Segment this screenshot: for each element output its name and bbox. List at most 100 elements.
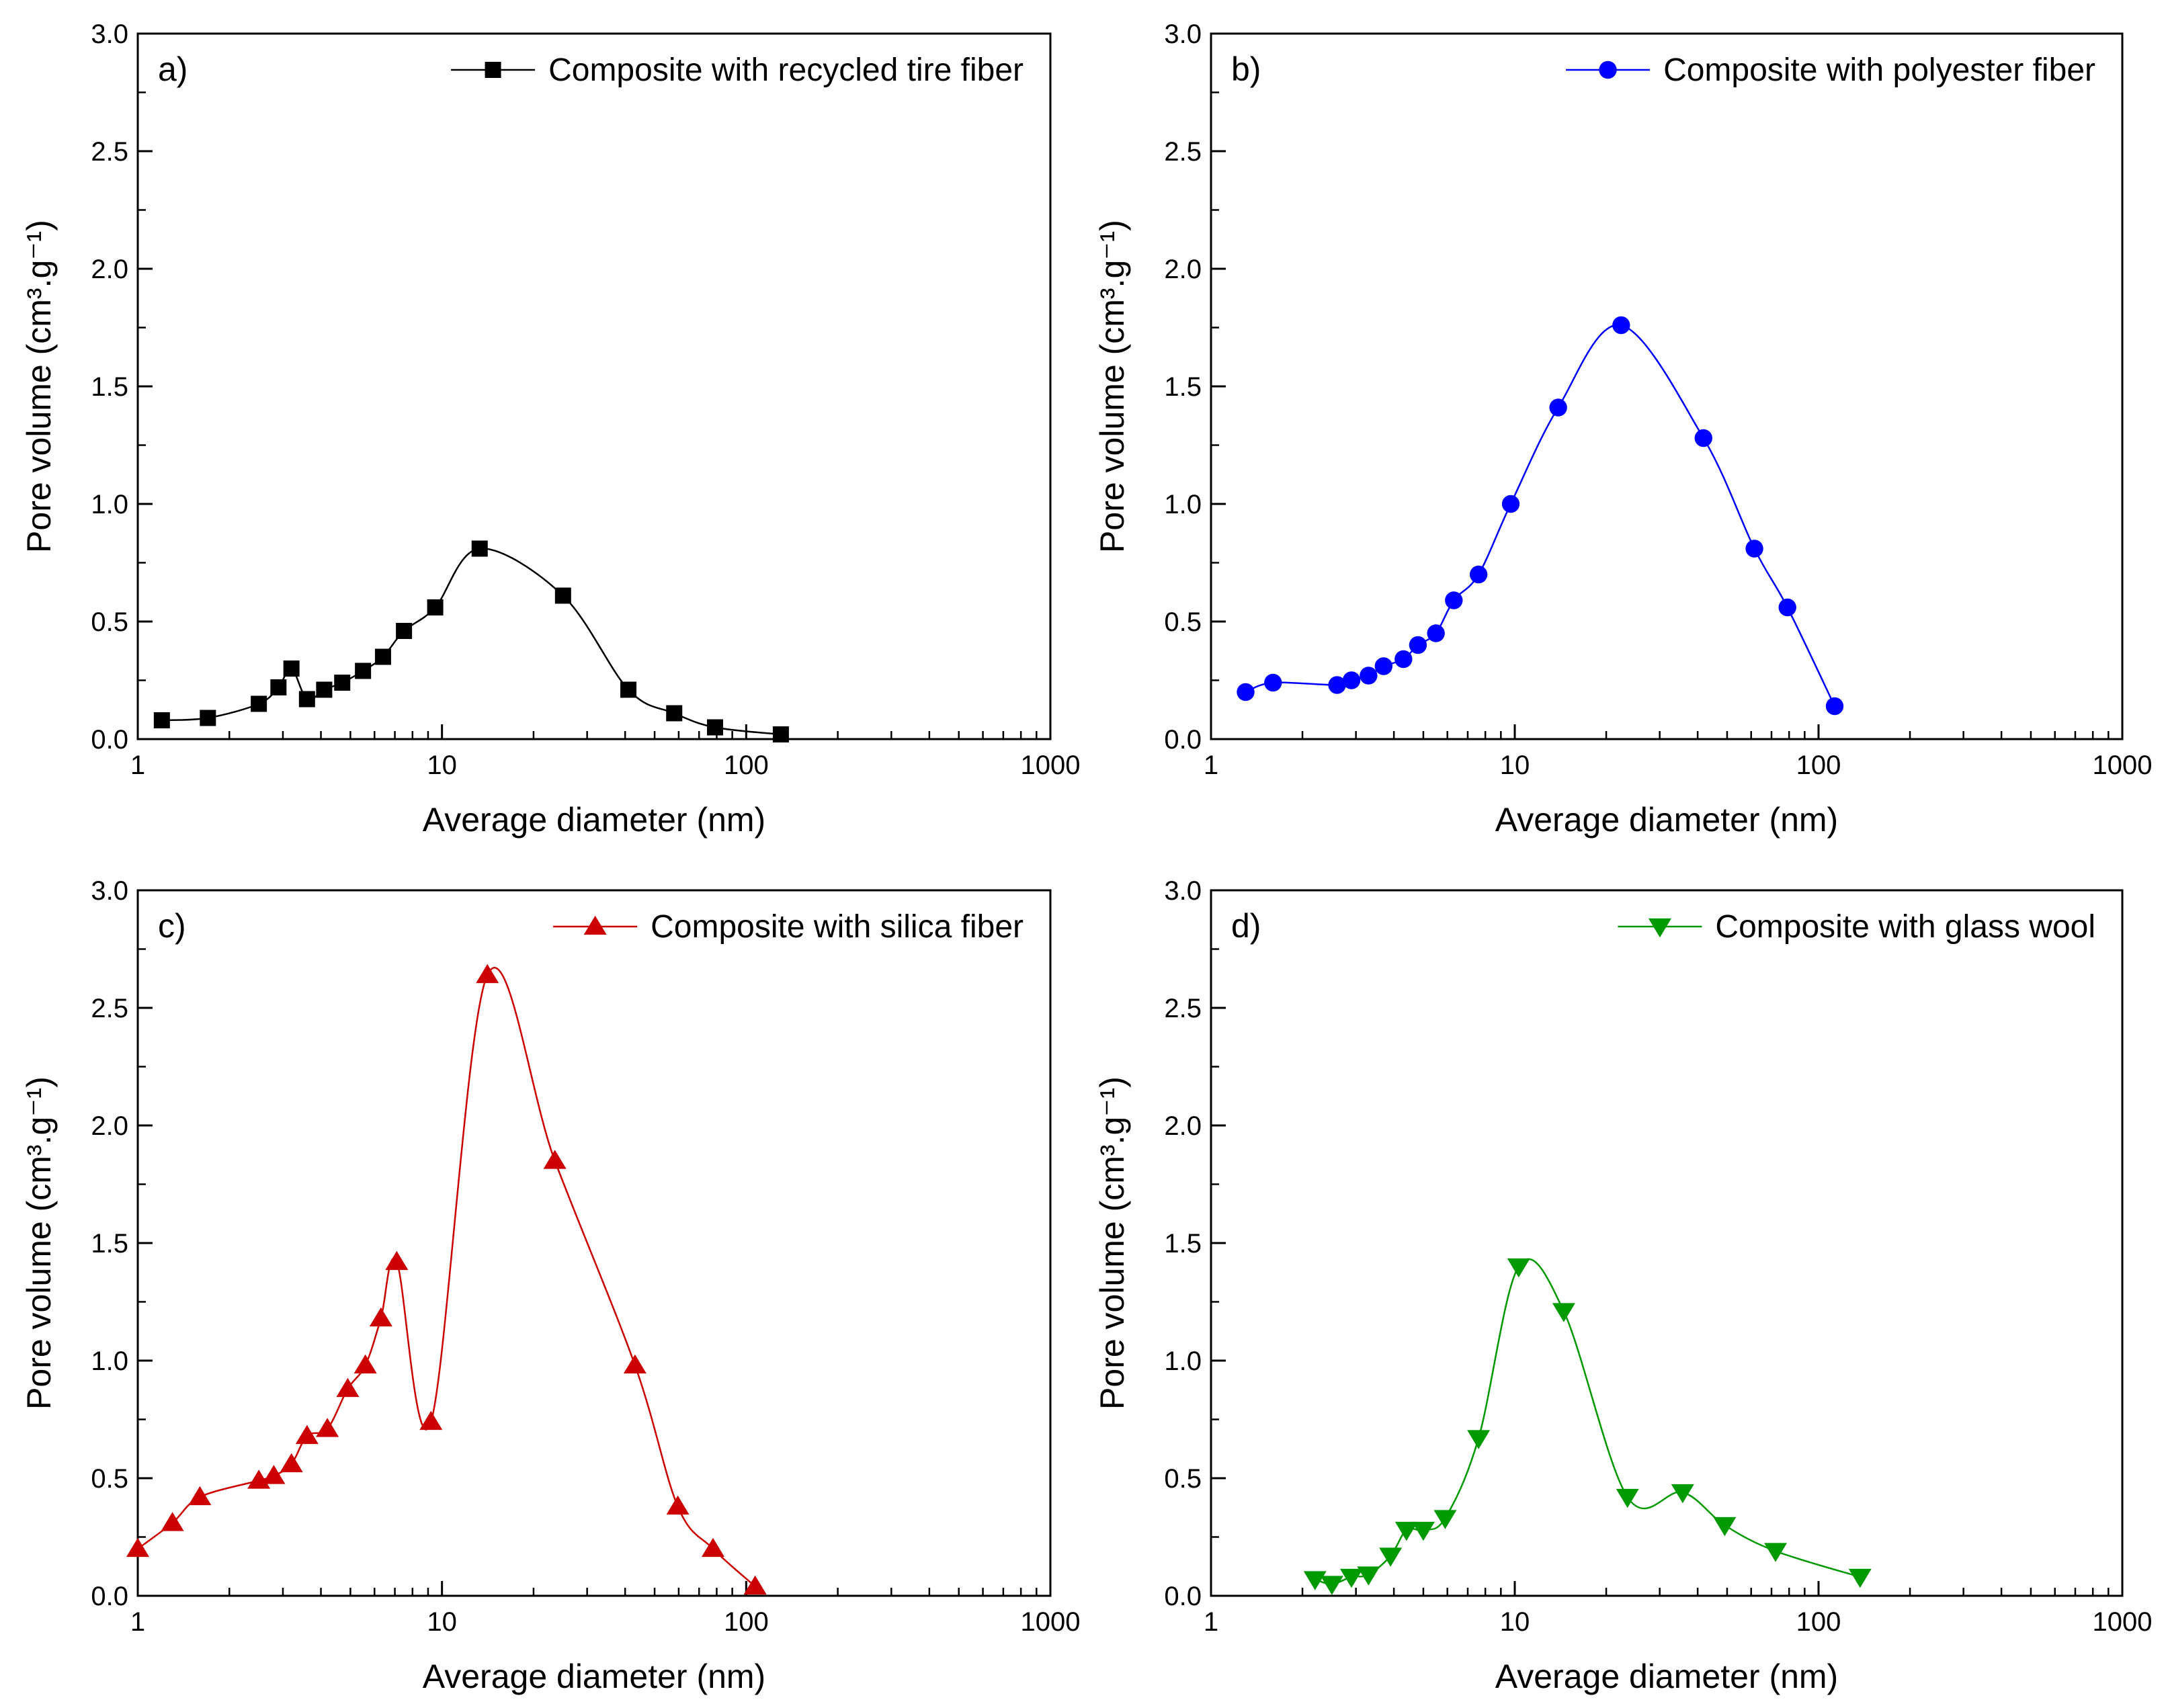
panel-d-x-tick-label: 1000 [2093, 1607, 2153, 1637]
panel-d-ticks: 1 10 100 1000 0.0 0.5 1.0 1.5 2.0 2.5 3.0 [1164, 876, 2152, 1637]
panel-b-y-tick-label: 3.0 [1164, 19, 1202, 49]
panel-d-x-tick-label: 100 [1796, 1607, 1841, 1637]
panel-d-data-point [1433, 1510, 1457, 1529]
panel-b-data-point [1694, 429, 1712, 447]
panel-c-legend-symbol [583, 915, 607, 935]
panel-b-data-point [1394, 650, 1413, 669]
panel-c-x-tick-label: 10 [427, 1607, 457, 1637]
panel-c-legend: Composite with silica fiber [553, 909, 1024, 945]
panel-c-y-tick-label: 1.0 [91, 1347, 128, 1376]
panel-b-series-line [1245, 324, 1836, 707]
panel-c-y-tick-label: 2.0 [91, 1111, 128, 1141]
panel-d-legend: Composite with glass wool [1618, 909, 2095, 945]
panel-b-data-point [1374, 657, 1393, 675]
panel-c-y-tick-label: 1.5 [91, 1229, 128, 1258]
panel-b-data-point [1328, 676, 1346, 694]
panel-d-series-line [1315, 1258, 1861, 1585]
panel-b-label: b) [1231, 50, 1261, 88]
panel-d-data-point [1713, 1517, 1737, 1537]
panel-d-y-tick-label: 2.5 [1164, 994, 1202, 1023]
panel-a-data-point [355, 663, 372, 679]
panel-c-x-tick-label: 1000 [1021, 1607, 1081, 1637]
panel-d-data-point [1339, 1568, 1364, 1588]
panel-a-x-axis-title: Average diameter (nm) [423, 801, 765, 839]
panel-d-data-point [1552, 1303, 1575, 1322]
panel-c-x-tick-label: 100 [724, 1607, 769, 1637]
panel-b-data-point [1825, 697, 1844, 716]
panel-b-x-tick-label: 100 [1796, 751, 1841, 780]
panel-b-data-point [1264, 673, 1282, 692]
panel-d-data-point [1507, 1258, 1530, 1278]
panel-c-data-point [280, 1453, 303, 1473]
panel-c-frame [136, 889, 1052, 1597]
panel-a-y-tick-label: 1.5 [91, 372, 128, 402]
panel-b-data-point [1469, 565, 1488, 584]
panel-b-legend-symbol [1599, 60, 1617, 79]
panel-c-data-point [419, 1410, 443, 1431]
panel-a-data-point [620, 681, 637, 698]
panel-c-y-tick-label: 0.0 [91, 1582, 128, 1611]
panel-c-data-point [316, 1418, 339, 1437]
panel-a-y-tick-label: 0.0 [91, 725, 128, 755]
panel-b-data-point [1549, 398, 1567, 417]
panel-d-legend-marker [1648, 918, 1671, 938]
panel-b-data-point [1501, 495, 1520, 513]
panel-d-data-point [1320, 1576, 1343, 1595]
panel-c-y-tick-label: 0.5 [91, 1464, 128, 1494]
panel-c-label: c) [158, 907, 186, 945]
panel-b-legend-marker [1599, 60, 1617, 79]
panel-a-legend-text: Composite with recycled tire fiber [548, 52, 1024, 88]
panel-d-data-point [1848, 1568, 1872, 1588]
panel-b-frame [1210, 32, 2124, 740]
panel-d-y-tick-label: 1.0 [1164, 1347, 1202, 1376]
panel-a-data-point [153, 712, 170, 728]
panel-a-y-tick-label: 0.5 [91, 607, 128, 637]
panel-c-data-point [369, 1307, 392, 1327]
panel-b-data-point [1360, 667, 1378, 685]
panel-b-y-tick-label: 1.0 [1164, 490, 1202, 519]
panel-c-data-point [295, 1424, 319, 1445]
panel-d-x-axis-title: Average diameter (nm) [1495, 1658, 1838, 1695]
panel-c-y-axis-title: Pore volume (cm³.g⁻¹) [20, 1076, 58, 1410]
panel-c-data-point [353, 1354, 377, 1374]
panel-d-data-point [1357, 1566, 1380, 1586]
panel-b-data-point [1445, 591, 1463, 609]
panel-a-data-point [200, 710, 216, 726]
panel-a-data-point [334, 675, 351, 691]
panel-a-data-point [270, 679, 287, 695]
panel-b-data-point [1427, 624, 1445, 642]
panel-a-data-point [772, 726, 789, 742]
panel-d-x-tick-label: 1 [1204, 1607, 1218, 1637]
panel-c-data-point [543, 1150, 567, 1169]
panel-b-y-tick-label: 1.5 [1164, 372, 1202, 402]
panel-d-y-tick-label: 1.5 [1164, 1229, 1202, 1258]
panel-c-data-point [743, 1575, 767, 1595]
panel-c-data-point [701, 1537, 724, 1557]
panel-b-x-tick-label: 1 [1204, 751, 1218, 780]
panel-b-x-tick-label: 10 [1500, 751, 1530, 780]
panel-c-x-axis-title: Average diameter (nm) [423, 1658, 765, 1695]
panel-c-data-point [666, 1495, 690, 1515]
panel-d: 1 10 100 1000 0.0 0.5 1.0 1.5 2.0 2.5 3.0 d) Compo… [1093, 876, 2152, 1695]
panel-b-y-tick-label: 2.5 [1164, 137, 1202, 167]
panel-c-data-point [476, 964, 499, 984]
panel-b-data-point [1745, 540, 1763, 558]
panel-d-data-point [1379, 1547, 1403, 1567]
panel-a-data-point [374, 648, 391, 665]
panel-c-markers [126, 964, 767, 1595]
panel-a-markers [153, 540, 789, 742]
panel-a-y-tick-label: 2.5 [91, 137, 128, 167]
panel-a-x-tick-label: 1000 [1021, 751, 1081, 780]
panel-c-data-point [385, 1250, 409, 1271]
panel-b-y-tick-label: 0.5 [1164, 607, 1202, 637]
panel-d-legend-text: Composite with glass wool [1715, 909, 2095, 945]
panel-d-y-tick-label: 2.0 [1164, 1111, 1202, 1141]
panel-b-markers [1237, 316, 1844, 716]
panel-b-x-tick-label: 1000 [2093, 751, 2153, 780]
panel-b-data-point [1409, 636, 1427, 654]
panel-a-y-tick-label: 1.0 [91, 490, 128, 519]
panel-c-y-tick-label: 2.5 [91, 994, 128, 1023]
panel-a-frame [136, 32, 1052, 740]
panel-d-data-point [1411, 1521, 1435, 1541]
